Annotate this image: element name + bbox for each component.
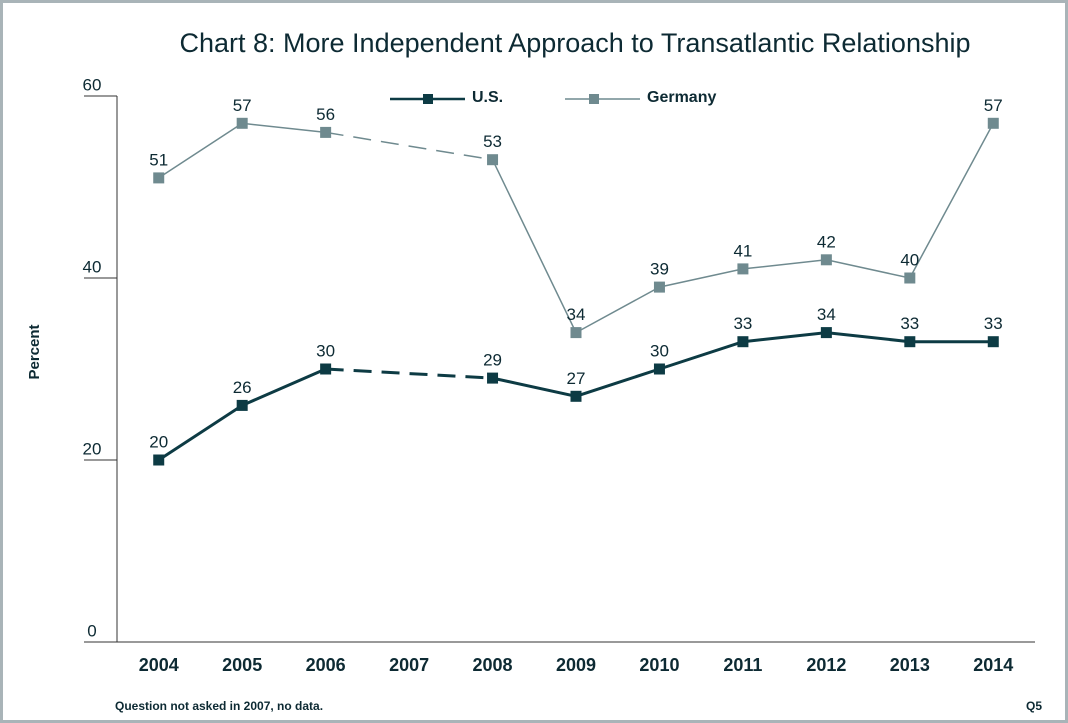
y-axis-label: Percent: [26, 324, 43, 379]
x-tick-label: 2007: [389, 655, 429, 675]
x-tick-label: 2004: [139, 655, 179, 675]
gap-connector: [325, 131, 493, 161]
question-id: Q5: [1026, 699, 1042, 713]
legend-label: U.S.: [472, 89, 503, 106]
x-tick-label: 2010: [639, 655, 679, 675]
x-tick-label: 2006: [306, 655, 346, 675]
point-marker: [153, 454, 165, 466]
data-label: 33: [984, 314, 1003, 333]
data-label: 56: [316, 105, 335, 124]
data-label: 20: [149, 432, 168, 451]
point-marker: [820, 327, 832, 339]
point-marker: [904, 272, 916, 284]
legend-label: Germany: [647, 89, 716, 106]
data-label: 34: [567, 305, 586, 324]
y-tick-label: 40: [83, 257, 102, 276]
point-marker: [487, 372, 499, 384]
point-marker: [236, 117, 248, 129]
data-label: 51: [149, 150, 168, 169]
point-marker: [570, 390, 582, 402]
point-marker: [820, 254, 832, 266]
data-label: 34: [817, 305, 836, 324]
data-label: 41: [733, 241, 752, 260]
data-label: 40: [900, 250, 919, 269]
data-label: 33: [900, 314, 919, 333]
x-tick-label: 2013: [890, 655, 930, 675]
footnote: Question not asked in 2007, no data.: [115, 699, 323, 713]
data-label: 53: [483, 132, 502, 151]
point-marker: [737, 336, 749, 348]
data-label: 42: [817, 232, 836, 251]
data-label: 39: [650, 260, 669, 279]
x-tick-label: 2008: [473, 655, 513, 675]
data-label: 30: [650, 341, 669, 360]
data-label: 33: [733, 314, 752, 333]
y-tick-label: 0: [87, 621, 96, 640]
data-label: 27: [567, 369, 586, 388]
chart-title: Chart 8: More Independent Approach to Tr…: [180, 28, 971, 58]
point-marker: [236, 399, 248, 411]
data-label: 57: [984, 96, 1003, 115]
point-marker: [653, 363, 665, 375]
point-marker: [987, 117, 999, 129]
point-marker: [320, 363, 332, 375]
legend-marker: [589, 94, 599, 104]
point-marker: [987, 336, 999, 348]
point-marker: [904, 336, 916, 348]
data-label: 30: [316, 341, 335, 360]
y-tick-label: 60: [83, 75, 102, 94]
point-marker: [653, 281, 665, 293]
point-marker: [153, 172, 165, 184]
x-tick-label: 2009: [556, 655, 596, 675]
point-marker: [487, 154, 499, 166]
point-marker: [737, 263, 749, 275]
x-tick-label: 2011: [723, 655, 762, 675]
x-tick-label: 2014: [973, 655, 1013, 675]
point-marker: [570, 327, 582, 339]
data-label: 26: [233, 378, 252, 397]
data-label: 29: [483, 351, 502, 370]
x-tick-label: 2012: [806, 655, 846, 675]
x-tick-label: 2005: [222, 655, 262, 675]
y-tick-label: 20: [83, 439, 102, 458]
point-marker: [320, 126, 332, 138]
data-label: 57: [233, 96, 252, 115]
legend-marker: [423, 94, 433, 104]
